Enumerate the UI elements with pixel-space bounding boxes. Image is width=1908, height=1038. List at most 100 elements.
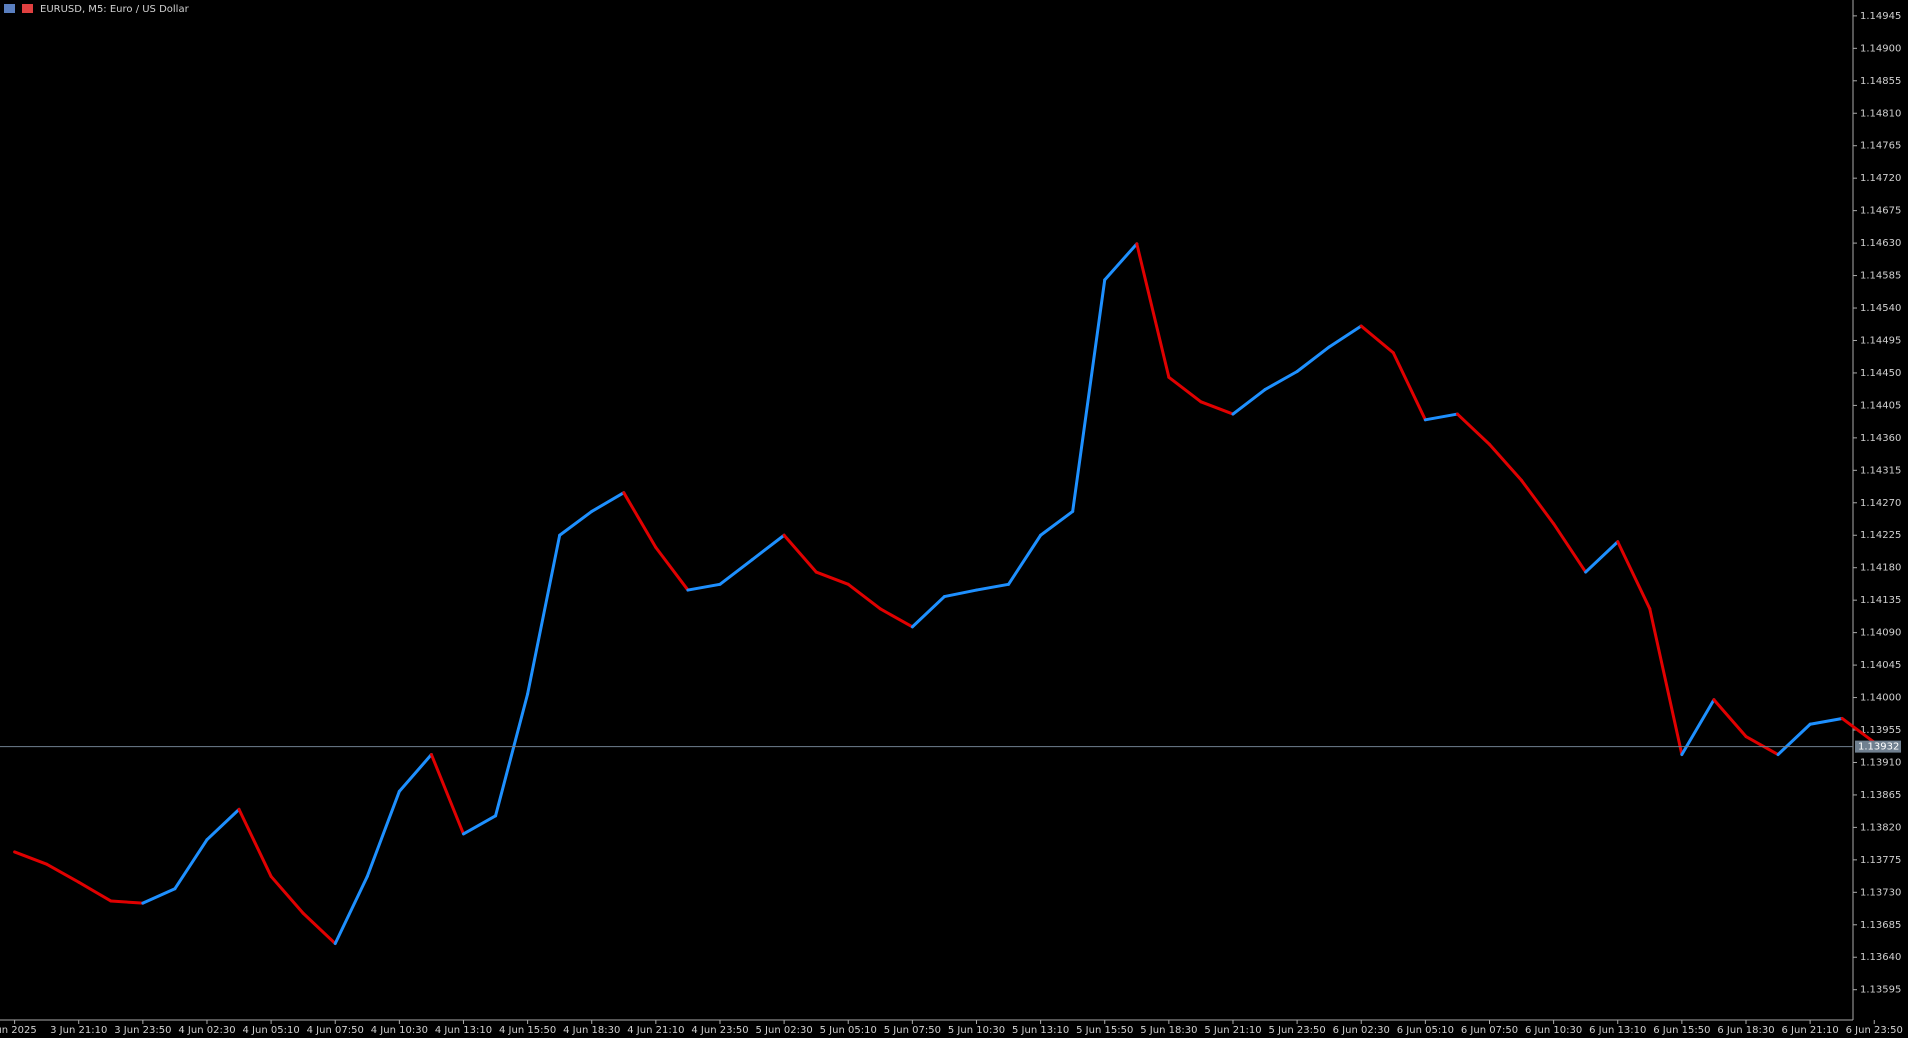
- x-tick-label: 5 Jun 02:30: [756, 1025, 813, 1036]
- y-tick-label: 1.14450: [1860, 368, 1901, 379]
- price-segment: [1327, 324, 1363, 349]
- x-tick-label: 5 Jun 13:10: [1012, 1025, 1069, 1036]
- price-segment: [494, 692, 530, 818]
- y-tick-label: 1.14540: [1860, 303, 1901, 314]
- x-tick-label: 4 Jun 13:10: [435, 1025, 492, 1036]
- price-segment: [1391, 351, 1427, 422]
- y-tick-label: 1.14630: [1860, 238, 1901, 249]
- price-segment: [429, 753, 465, 836]
- y-tick-label: 1.14810: [1860, 108, 1901, 119]
- price-segment: [397, 753, 433, 793]
- price-segment: [1071, 278, 1107, 513]
- x-tick-label: 5 Jun 10:30: [948, 1025, 1005, 1036]
- x-tick-label: 4 Jun 21:10: [627, 1025, 684, 1036]
- x-tick-label: 6 Jun 05:10: [1397, 1025, 1454, 1036]
- price-segment: [1840, 716, 1876, 744]
- y-tick-label: 1.13595: [1860, 985, 1901, 996]
- x-tick-label: 5 Jun 15:50: [1076, 1025, 1133, 1036]
- price-segment: [141, 887, 177, 905]
- price-segment: [1135, 242, 1171, 379]
- price-segment: [654, 546, 690, 592]
- x-tick-label: 6 Jun 15:50: [1653, 1025, 1710, 1036]
- x-tick-label: 6 Jun 18:30: [1717, 1025, 1774, 1036]
- chart-icon: [4, 4, 15, 13]
- y-tick-label: 1.14090: [1860, 628, 1901, 639]
- x-tick-label: 5 Jun 05:10: [820, 1025, 877, 1036]
- y-tick-label: 1.14945: [1860, 11, 1901, 22]
- y-tick-label: 1.14315: [1860, 465, 1901, 476]
- price-segment: [1487, 442, 1524, 482]
- price-segment: [269, 874, 305, 915]
- price-segment: [558, 509, 594, 537]
- price-segment: [1552, 522, 1588, 574]
- y-tick-label: 1.14045: [1860, 660, 1901, 671]
- price-segment: [109, 899, 145, 905]
- price-segment: [878, 607, 914, 629]
- y-tick-label: 1.14270: [1860, 498, 1901, 509]
- y-tick-label: 1.14180: [1860, 563, 1901, 574]
- y-tick-label: 1.14360: [1860, 433, 1901, 444]
- price-segment: [1199, 400, 1235, 416]
- y-tick-label: 1.13865: [1860, 790, 1901, 801]
- price-segment: [1776, 722, 1812, 757]
- x-tick-label: 6 Jun 21:10: [1782, 1025, 1839, 1036]
- price-segment: [1648, 607, 1684, 757]
- y-tick-label: 1.14675: [1860, 206, 1901, 217]
- price-segment: [1103, 242, 1139, 282]
- x-tick-label: 6 Jun 23:50: [1846, 1025, 1903, 1036]
- x-tick-label: 5 Jun 21:10: [1204, 1025, 1261, 1036]
- y-tick-label: 1.13820: [1860, 822, 1901, 833]
- y-tick-label: 1.14585: [1860, 271, 1901, 282]
- price-segment: [1231, 388, 1267, 416]
- chart-title: EURUSD, M5: Euro / US Dollar: [40, 4, 190, 15]
- x-tick-label: 5 Jun 07:50: [884, 1025, 941, 1036]
- price-segment: [333, 874, 369, 946]
- y-tick-label: 1.13775: [1860, 855, 1901, 866]
- x-tick-label: 4 Jun 18:30: [563, 1025, 620, 1036]
- price-segment: [1744, 735, 1780, 757]
- y-tick-label: 1.14135: [1860, 595, 1901, 606]
- price-segment: [910, 595, 946, 629]
- y-tick-label: 1.14495: [1860, 335, 1901, 346]
- y-tick-label: 1.14855: [1860, 76, 1901, 87]
- y-tick-label: 1.13640: [1860, 952, 1901, 963]
- y-tick-label: 1.13730: [1860, 887, 1901, 898]
- x-tick-label: 4 Jun 02:30: [178, 1025, 235, 1036]
- price-segment: [237, 807, 273, 878]
- y-tick-label: 1.14900: [1860, 43, 1901, 54]
- price-segment: [590, 491, 626, 513]
- x-tick-label: 5 Jun 23:50: [1269, 1025, 1326, 1036]
- x-tick-label: 6 Jun 13:10: [1589, 1025, 1646, 1036]
- price-segment: [622, 491, 658, 550]
- price-segment: [526, 533, 562, 696]
- x-tick-label: 4 Jun 15:50: [499, 1025, 556, 1036]
- price-segment: [365, 789, 401, 878]
- price-segment: [1455, 412, 1491, 446]
- x-tick-label: 3 Jun 23:50: [114, 1025, 171, 1036]
- x-tick-label: 6 Jun 10:30: [1525, 1025, 1582, 1036]
- price-segment: [1584, 540, 1620, 574]
- x-tick-label: 3 Jun 21:10: [50, 1025, 107, 1036]
- x-tick-label: Jun 2025: [0, 1025, 37, 1036]
- price-segment: [13, 850, 49, 866]
- price-segment: [301, 911, 337, 946]
- x-tick-label: 6 Jun 07:50: [1461, 1025, 1518, 1036]
- price-segment: [686, 582, 722, 592]
- x-tick-label: 4 Jun 05:10: [243, 1025, 300, 1036]
- price-segment: [173, 838, 209, 891]
- y-tick-label: 1.14765: [1860, 141, 1901, 152]
- price-segment: [205, 807, 241, 842]
- price-segment: [1712, 698, 1748, 739]
- x-tick-label: 4 Jun 07:50: [307, 1025, 364, 1036]
- price-segment: [942, 588, 978, 599]
- price-segment: [750, 533, 786, 562]
- price-segment: [77, 880, 113, 903]
- y-tick-label: 1.13685: [1860, 920, 1901, 931]
- y-tick-label: 1.14720: [1860, 173, 1901, 184]
- price-segment: [1520, 478, 1556, 526]
- price-segment: [1295, 345, 1331, 373]
- x-tick-label: 4 Jun 10:30: [371, 1025, 428, 1036]
- price-segment: [814, 570, 850, 586]
